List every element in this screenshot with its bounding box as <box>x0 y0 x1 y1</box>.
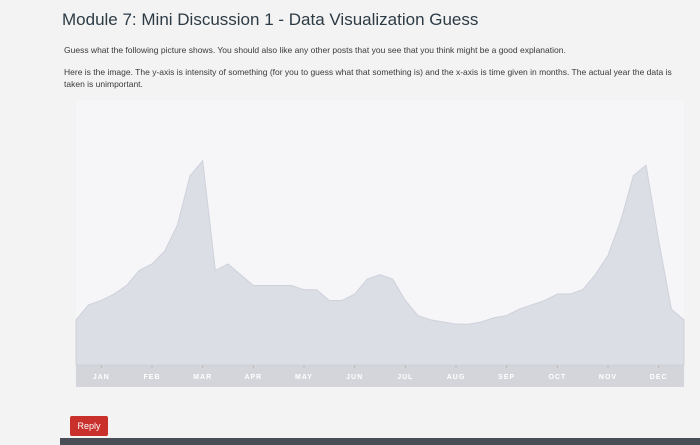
x-axis-strip <box>76 365 684 387</box>
chart: JAN FEB MAR APR MAY JUN JUL AUG SEP OCT NOV DEC <box>75 159 685 387</box>
x-tick-label: JUL <box>397 374 413 381</box>
x-tick-label: MAY <box>295 374 313 381</box>
x-tick-label: JAN <box>93 374 110 381</box>
post-title: Module 7: Mini Discussion 1 - Data Visua… <box>62 10 479 29</box>
x-tick-label: SEP <box>498 374 515 381</box>
x-tick-label: JUN <box>346 374 363 381</box>
post-text: Guess what the following picture shows. … <box>64 45 566 55</box>
footer-bar <box>60 438 700 445</box>
x-tick-label: AUG <box>447 374 466 381</box>
x-tick-label: NOV <box>599 374 617 381</box>
x-tick-label: OCT <box>548 374 566 381</box>
post-text: Here is the image. The y-axis is intensi… <box>64 67 672 89</box>
x-tick-label: MAR <box>193 374 212 381</box>
x-tick-label: DEC <box>650 374 668 381</box>
area <box>75 159 685 366</box>
x-tick-label: APR <box>244 374 262 381</box>
reply-button[interactable]: Reply <box>70 416 108 436</box>
x-tick-label: FEB <box>144 374 161 381</box>
